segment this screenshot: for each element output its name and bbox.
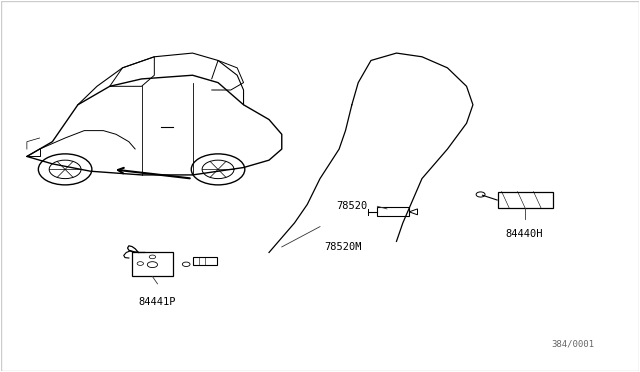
Bar	[132, 253, 173, 276]
Text: 78520M: 78520M	[324, 242, 362, 252]
Bar	[378, 208, 409, 216]
Text: 384/0001: 384/0001	[551, 340, 594, 349]
Text: 84440H: 84440H	[505, 229, 543, 239]
Text: 84441P: 84441P	[139, 297, 176, 307]
Bar	[499, 192, 552, 208]
Text: 78520: 78520	[337, 201, 368, 211]
Bar	[193, 257, 217, 265]
